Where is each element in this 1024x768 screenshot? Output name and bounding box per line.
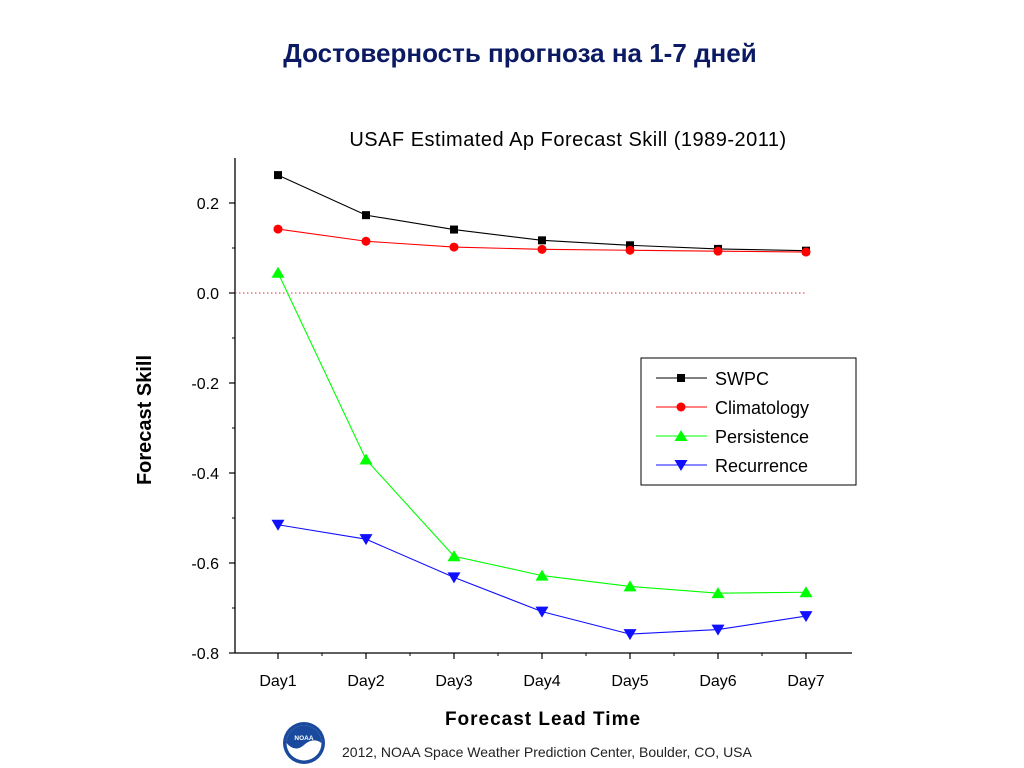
legend-label-persistence: Persistence	[715, 427, 809, 447]
data-point-persistence	[711, 587, 725, 599]
legend-marker-climatology	[676, 402, 686, 412]
data-point-recurrence	[359, 534, 373, 546]
data-point-swpc	[362, 211, 370, 220]
y-tick-label: 0.0	[197, 286, 219, 303]
x-tick-label: Day2	[347, 673, 384, 690]
x-tick-label: Day3	[435, 673, 472, 690]
data-point-climatology	[449, 242, 459, 252]
data-point-persistence	[359, 453, 373, 465]
data-point-climatology	[273, 224, 283, 234]
chart-title: USAF Estimated Ap Forecast Skill (1989-2…	[349, 129, 786, 151]
x-tick-label: Day6	[699, 673, 736, 690]
data-point-recurrence	[447, 572, 461, 584]
data-point-climatology	[625, 245, 635, 255]
slide-title: Достоверность прогноза на 1-7 дней	[283, 38, 757, 68]
legend-marker-persistence	[674, 430, 688, 441]
data-point-recurrence	[623, 629, 637, 641]
data-point-recurrence	[711, 624, 725, 636]
y-axis-label: Forecast Skill	[134, 355, 156, 485]
data-point-persistence	[447, 550, 461, 562]
y-tick-label: -0.8	[191, 646, 219, 663]
y-tick-label: -0.6	[191, 556, 219, 573]
data-point-swpc	[450, 225, 458, 234]
noaa-logo-text: NOAA	[294, 735, 313, 742]
x-tick-label: Day5	[611, 673, 648, 690]
data-point-climatology	[801, 247, 811, 257]
x-axis-label: Forecast Lead Time	[445, 709, 641, 730]
data-point-recurrence	[535, 606, 549, 618]
data-point-recurrence	[271, 519, 285, 531]
y-tick-label: -0.4	[191, 466, 219, 483]
legend-marker-swpc	[677, 374, 685, 382]
footer-credit: 2012, NOAA Space Weather Prediction Cent…	[342, 744, 752, 760]
data-point-climatology	[361, 236, 371, 246]
data-point-climatology	[537, 244, 547, 254]
data-point-persistence	[535, 569, 549, 581]
data-point-persistence	[271, 266, 285, 278]
data-point-recurrence	[799, 611, 813, 623]
y-tick-label: 0.2	[197, 196, 219, 213]
x-tick-label: Day7	[787, 673, 824, 690]
noaa-logo-icon: NOAA	[283, 722, 325, 764]
data-point-climatology	[713, 246, 723, 256]
data-point-persistence	[623, 580, 637, 592]
legend-label-swpc: SWPC	[715, 369, 769, 389]
legend-label-recurrence: Recurrence	[715, 456, 808, 476]
data-point-swpc	[538, 236, 546, 245]
legend-label-climatology: Climatology	[715, 398, 809, 418]
legend-marker-recurrence	[674, 460, 688, 471]
x-tick-label: Day1	[259, 673, 296, 690]
y-tick-label: -0.2	[191, 376, 219, 393]
data-point-swpc	[626, 241, 634, 250]
x-tick-label: Day4	[523, 673, 560, 690]
data-point-persistence	[799, 586, 813, 598]
data-point-swpc	[274, 171, 282, 180]
